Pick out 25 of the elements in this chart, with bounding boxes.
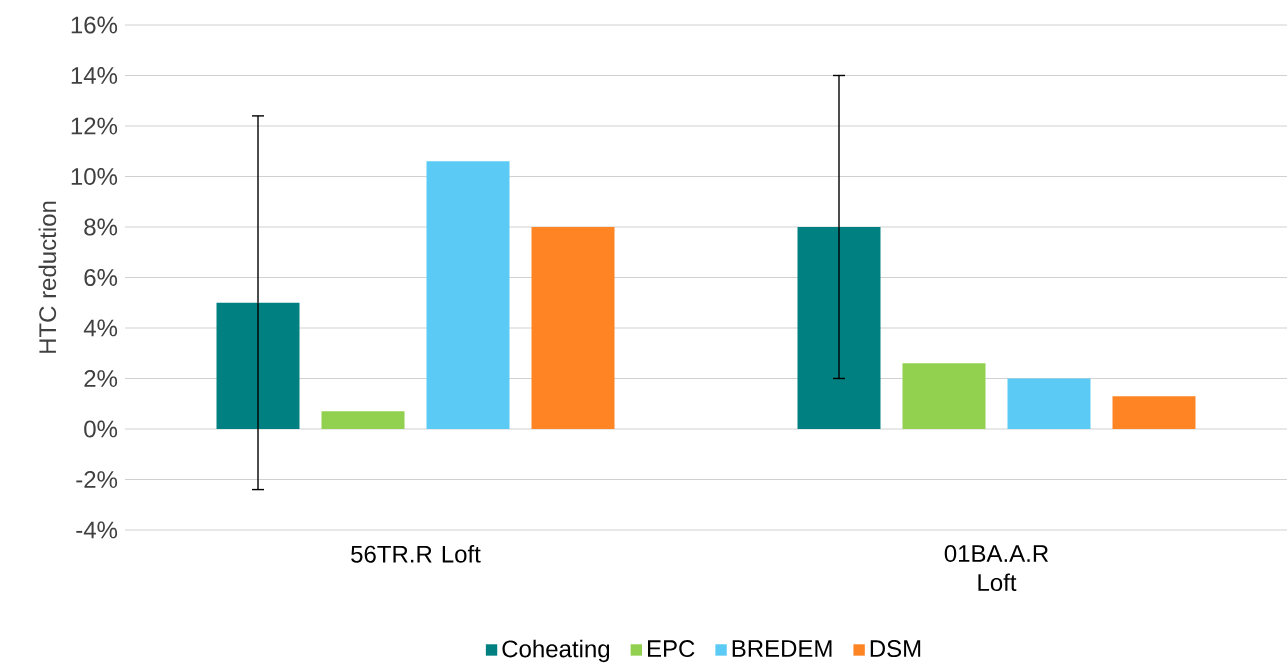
y-axis-title: HTC reduction <box>38 201 57 353</box>
y-tick-label: -4% <box>76 521 118 539</box>
bar <box>426 161 510 429</box>
y-tick-label: 10% <box>71 168 118 185</box>
legend-label: BREDEM <box>732 640 832 657</box>
bar <box>1007 378 1091 429</box>
legend-label: EPC <box>648 640 695 658</box>
bar <box>1112 396 1196 429</box>
bar <box>531 226 615 429</box>
x-tick-label: 56TR.R Loft <box>351 545 481 563</box>
y-tick-label: 2% <box>84 370 118 387</box>
bar <box>321 411 405 429</box>
x-tick-label: 01BA.A.R Loft <box>944 545 1049 592</box>
y-tick-label: 6% <box>84 269 118 286</box>
legend-label: Coheating <box>502 639 610 663</box>
y-tick-label: 0% <box>84 420 118 438</box>
y-tick-label: -2% <box>76 471 118 488</box>
y-tick-label: 16% <box>71 16 118 34</box>
y-tick-label: 4% <box>83 319 118 337</box>
y-tick-label: 8% <box>84 218 118 236</box>
y-tick-label: 12% <box>71 117 118 135</box>
legend-label: DSM <box>870 640 921 658</box>
bar <box>216 302 300 429</box>
y-tick-label: 14% <box>71 67 118 84</box>
bar <box>902 363 986 429</box>
